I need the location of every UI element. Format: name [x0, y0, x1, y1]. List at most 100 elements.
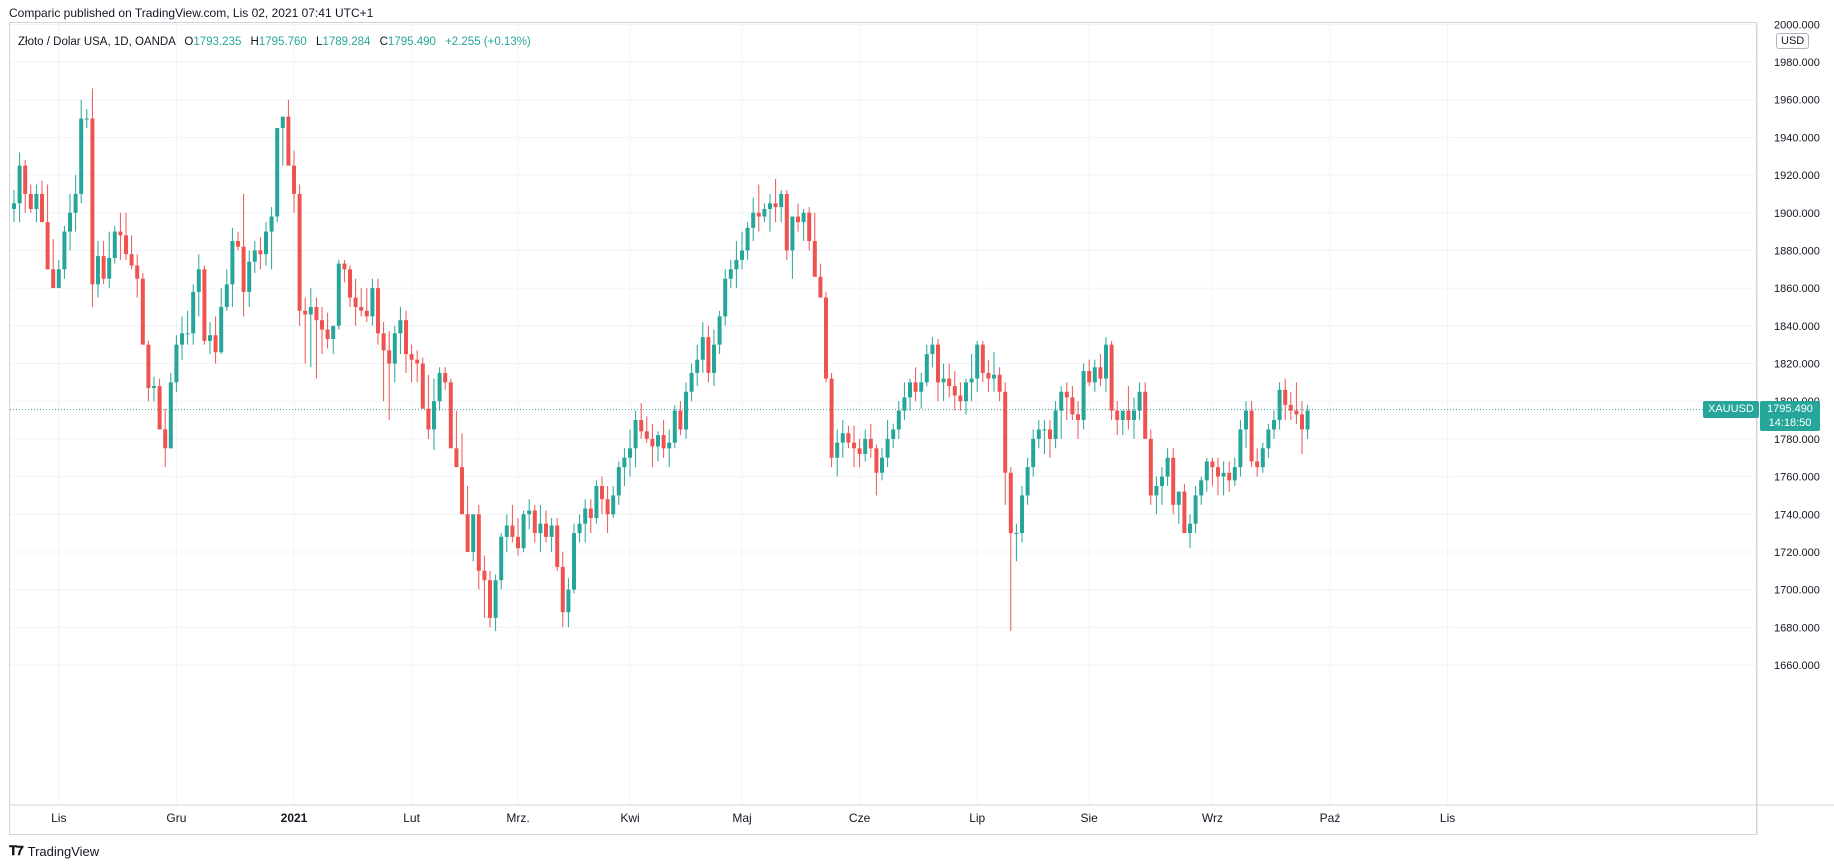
candle-body	[611, 495, 616, 515]
candle	[672, 404, 677, 449]
candle	[516, 518, 520, 556]
y-tick-label: 1660.000	[1774, 660, 1820, 672]
candle-body	[252, 250, 257, 262]
candle	[308, 288, 313, 368]
candle	[628, 429, 632, 477]
candle-body	[174, 344, 179, 383]
legend-low-label: L	[316, 36, 323, 48]
candle-body	[824, 297, 828, 379]
candle-body	[941, 378, 946, 383]
candle-body	[325, 329, 330, 340]
candle-body	[594, 485, 599, 519]
candle-body	[1210, 461, 1215, 468]
candle	[96, 241, 100, 298]
candle-body	[1193, 495, 1198, 524]
candle-body	[336, 263, 341, 326]
candle-body	[275, 127, 280, 217]
candle-body	[734, 259, 739, 270]
candle-body	[258, 250, 263, 255]
legend-close-label: C	[379, 36, 388, 48]
candle-body	[68, 212, 72, 232]
candle	[1081, 363, 1086, 430]
candle	[56, 259, 61, 289]
candle	[107, 231, 112, 289]
candle-body	[678, 410, 683, 430]
candle-body	[101, 256, 106, 279]
x-tick-label: Paź	[1320, 811, 1341, 825]
candle-body	[1126, 410, 1131, 421]
candle-body	[1076, 414, 1080, 421]
candle-body	[762, 208, 767, 217]
candle-body	[45, 222, 50, 270]
candle-body	[1025, 467, 1030, 496]
footer-branding[interactable]: 𝐓𝟕 TradingView	[9, 843, 99, 859]
candle-body	[191, 291, 196, 334]
candle	[370, 278, 375, 326]
candle-body	[107, 257, 112, 279]
x-tick-label: Lip	[969, 811, 985, 825]
candle	[521, 510, 526, 552]
candle	[297, 184, 302, 326]
candle	[219, 288, 224, 355]
candle-body	[1227, 472, 1232, 481]
candle-body	[812, 241, 817, 277]
candle	[504, 514, 509, 552]
candle-body	[852, 442, 856, 449]
candle	[381, 322, 386, 402]
candle-body	[521, 514, 526, 549]
candle-body	[208, 335, 212, 341]
candle-body	[801, 212, 806, 223]
candle	[1165, 448, 1170, 486]
candle	[661, 420, 666, 458]
candle-body	[28, 193, 33, 209]
candle	[101, 241, 106, 285]
y-tick-label: 1760.000	[1774, 472, 1820, 484]
candle	[1143, 382, 1148, 439]
candle	[415, 350, 420, 383]
candle-body	[236, 241, 240, 247]
candle-body	[202, 269, 207, 341]
candle	[359, 288, 364, 317]
candle-body	[303, 310, 308, 315]
candle	[174, 335, 179, 392]
candle	[885, 420, 890, 468]
candle-body	[1288, 404, 1293, 411]
candle-body	[269, 216, 274, 232]
candle-body	[465, 514, 470, 552]
candle-body	[818, 276, 823, 298]
candle	[409, 344, 414, 383]
candle	[600, 476, 604, 515]
candle	[1036, 420, 1041, 449]
candle	[84, 109, 89, 128]
candle	[964, 378, 968, 415]
candle	[678, 401, 683, 436]
candle	[163, 408, 168, 468]
candle	[784, 190, 789, 260]
candle	[465, 485, 470, 552]
candle	[124, 212, 128, 260]
candle	[840, 420, 845, 458]
y-tick-label: 1820.000	[1774, 359, 1820, 371]
candle-body	[1188, 523, 1192, 534]
candle	[969, 354, 974, 402]
candle	[695, 344, 700, 387]
candle-body	[829, 378, 834, 458]
candle	[919, 372, 924, 409]
candle-body	[73, 193, 78, 213]
candle	[936, 339, 940, 402]
candle	[1294, 382, 1299, 424]
candle	[583, 499, 588, 543]
candle-body	[112, 231, 117, 258]
x-tick-label: Lis	[1440, 811, 1455, 825]
candle	[1193, 485, 1198, 534]
candle	[135, 254, 140, 298]
currency-unit-button[interactable]: USD	[1776, 33, 1810, 49]
candle-body	[460, 467, 464, 515]
candle	[527, 499, 532, 530]
candle	[443, 367, 448, 390]
candle-body	[454, 448, 459, 468]
candle	[829, 372, 834, 468]
x-tick-label: Lut	[403, 811, 420, 825]
candle	[376, 278, 380, 345]
